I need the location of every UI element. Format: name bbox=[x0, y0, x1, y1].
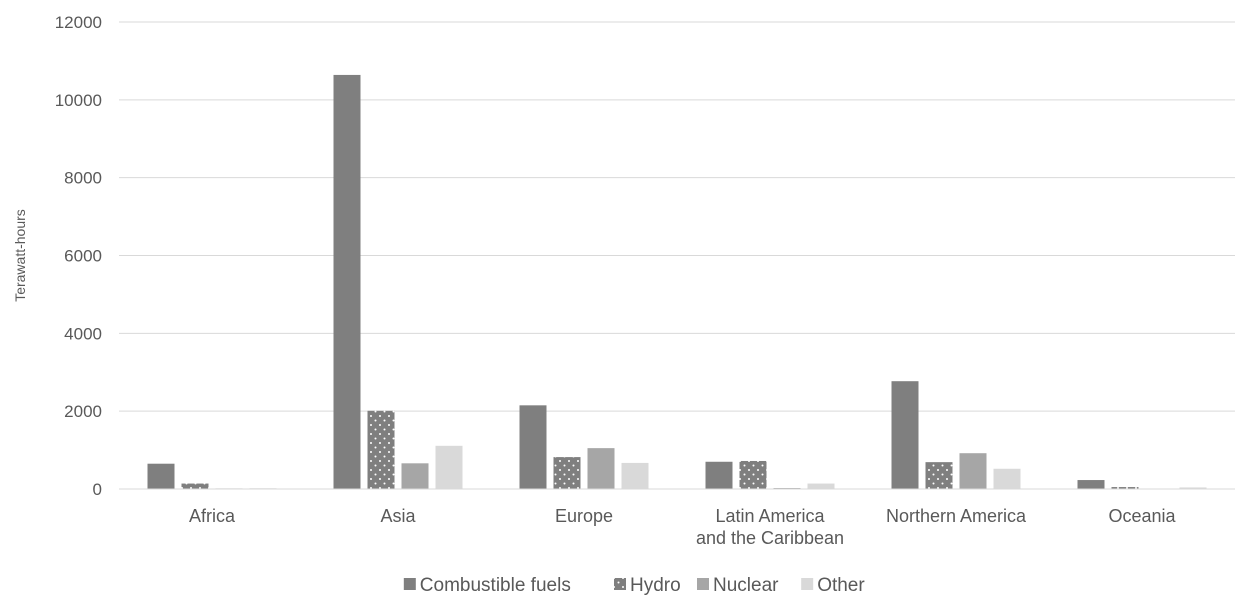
bar bbox=[367, 410, 395, 489]
y-tick-label: 10000 bbox=[55, 91, 102, 110]
bar bbox=[1077, 480, 1105, 489]
bar bbox=[587, 448, 615, 489]
bar bbox=[553, 457, 581, 489]
legend-label: Nuclear bbox=[713, 575, 779, 595]
bar bbox=[333, 74, 361, 489]
x-axis-ticks: Africa Asia Europe Latin America and the Car… bbox=[189, 506, 1177, 548]
bar bbox=[739, 460, 767, 489]
y-tick-label: 6000 bbox=[64, 247, 102, 266]
bar bbox=[519, 405, 547, 489]
x-tick-label: Africa bbox=[189, 506, 236, 526]
legend-label: Hydro bbox=[630, 575, 681, 595]
legend-swatch bbox=[697, 578, 709, 590]
bar bbox=[891, 381, 919, 489]
bar bbox=[435, 445, 463, 489]
legend-swatch bbox=[614, 578, 626, 590]
bar bbox=[1111, 487, 1139, 489]
bar bbox=[147, 463, 175, 489]
y-tick-label: 2000 bbox=[64, 402, 102, 421]
x-tick-label: Europe bbox=[555, 506, 613, 526]
bar bbox=[181, 483, 209, 489]
bar bbox=[993, 468, 1021, 489]
y-tick-label: 8000 bbox=[64, 169, 102, 188]
legend-label: Combustible fuels bbox=[420, 575, 571, 595]
gridlines bbox=[119, 21, 1235, 412]
x-tick-label: Oceania bbox=[1108, 506, 1176, 526]
y-axis-ticks: 0 2000 4000 6000 8000 10000 12000 bbox=[55, 13, 102, 499]
bar bbox=[959, 453, 987, 489]
legend-swatch bbox=[801, 578, 814, 590]
bars bbox=[147, 74, 1207, 489]
bar bbox=[925, 462, 953, 489]
y-tick-label: 4000 bbox=[64, 324, 102, 343]
y-axis-label: Terawatt-hours bbox=[12, 209, 28, 302]
y-tick-label: 12000 bbox=[55, 13, 102, 32]
x-tick-label: Northern America bbox=[886, 506, 1027, 526]
legend-label: Other bbox=[817, 575, 865, 595]
x-tick-label: Asia bbox=[380, 506, 416, 526]
bar bbox=[401, 463, 429, 489]
bar bbox=[807, 483, 835, 489]
y-tick-label: 0 bbox=[93, 480, 102, 499]
x-tick-label: Latin America and the Caribbean bbox=[696, 506, 844, 548]
bar bbox=[705, 461, 733, 489]
legend-swatch bbox=[403, 578, 416, 590]
bar bbox=[1179, 487, 1207, 489]
bar bbox=[621, 462, 649, 489]
legend: Combustible fuels Hydro Nuclear Other bbox=[403, 575, 865, 595]
